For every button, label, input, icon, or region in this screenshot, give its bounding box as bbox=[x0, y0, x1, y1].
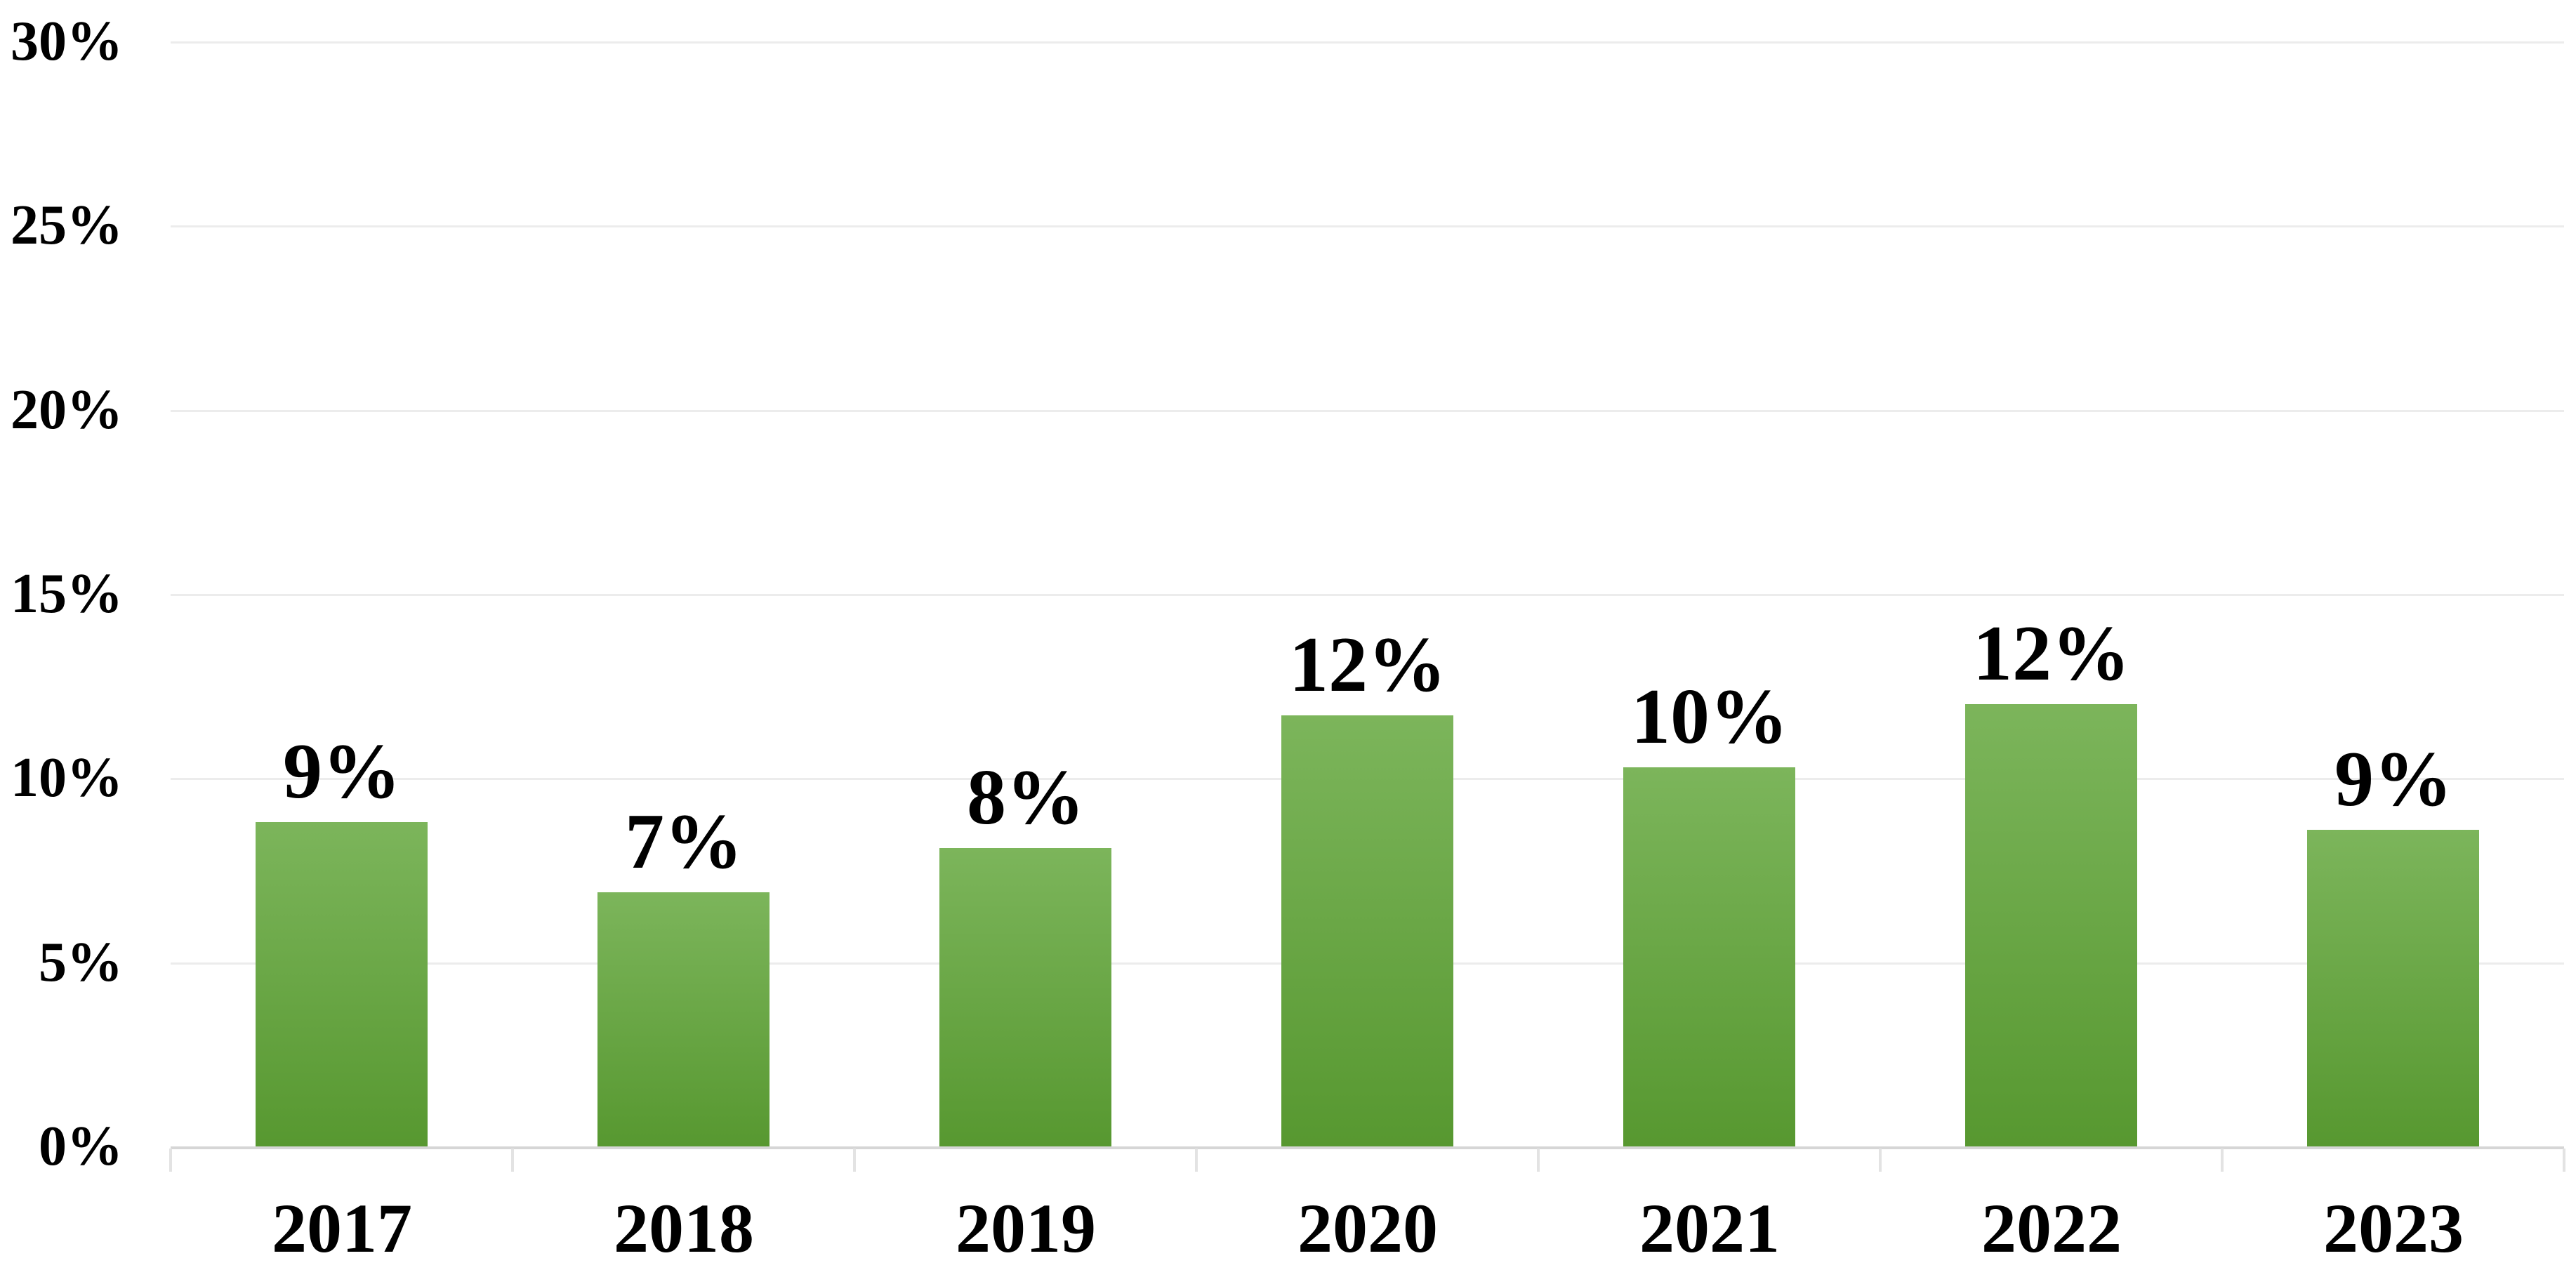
y-axis-label-10: 10% bbox=[11, 747, 123, 809]
bar-2023 bbox=[2307, 830, 2479, 1146]
bar-label-2018: 7% bbox=[625, 798, 743, 885]
x-axis-label-2019: 2019 bbox=[956, 1189, 1096, 1267]
gridline-15 bbox=[171, 594, 2564, 596]
axis-tick-6 bbox=[2221, 1149, 2224, 1172]
y-axis-label-15: 15% bbox=[11, 563, 123, 625]
x-axis-label-2017: 2017 bbox=[272, 1189, 412, 1267]
axis-tick-7 bbox=[2563, 1149, 2565, 1172]
axis-tick-2 bbox=[853, 1149, 856, 1172]
x-axis-baseline bbox=[171, 1146, 2564, 1149]
bar-label-2022: 12% bbox=[1973, 610, 2130, 697]
bar-2019 bbox=[939, 848, 1111, 1146]
gridline-25 bbox=[171, 225, 2564, 227]
bar-2021 bbox=[1623, 767, 1795, 1146]
gridline-20 bbox=[171, 410, 2564, 412]
axis-tick-3 bbox=[1195, 1149, 1198, 1172]
x-axis-label-2020: 2020 bbox=[1297, 1189, 1438, 1267]
bar-2020 bbox=[1281, 715, 1453, 1146]
y-axis-label-0: 0% bbox=[39, 1116, 123, 1177]
y-axis-label-5: 5% bbox=[39, 932, 123, 993]
axis-tick-0 bbox=[169, 1149, 172, 1172]
bar-label-2020: 12% bbox=[1289, 621, 1446, 708]
bar-label-2019: 8% bbox=[967, 754, 1085, 841]
axis-tick-1 bbox=[511, 1149, 514, 1172]
bar-label-2017: 9% bbox=[283, 728, 401, 815]
bar-2022 bbox=[1965, 704, 2137, 1146]
bar-label-2021: 10% bbox=[1631, 673, 1788, 760]
y-axis-label-30: 30% bbox=[11, 11, 123, 72]
x-axis-label-2022: 2022 bbox=[1981, 1189, 2122, 1267]
bar-label-2023: 9% bbox=[2334, 736, 2452, 823]
axis-tick-5 bbox=[1879, 1149, 1882, 1172]
x-axis-label-2018: 2018 bbox=[614, 1189, 754, 1267]
y-axis-label-20: 20% bbox=[11, 379, 123, 441]
x-axis-label-2021: 2021 bbox=[1639, 1189, 1780, 1267]
bar-2018 bbox=[597, 892, 770, 1146]
x-axis-label-2023: 2023 bbox=[2323, 1189, 2464, 1267]
bar-2017 bbox=[256, 822, 428, 1146]
axis-tick-4 bbox=[1537, 1149, 1540, 1172]
y-axis-label-25: 25% bbox=[11, 194, 123, 256]
gridline-30 bbox=[171, 41, 2564, 44]
